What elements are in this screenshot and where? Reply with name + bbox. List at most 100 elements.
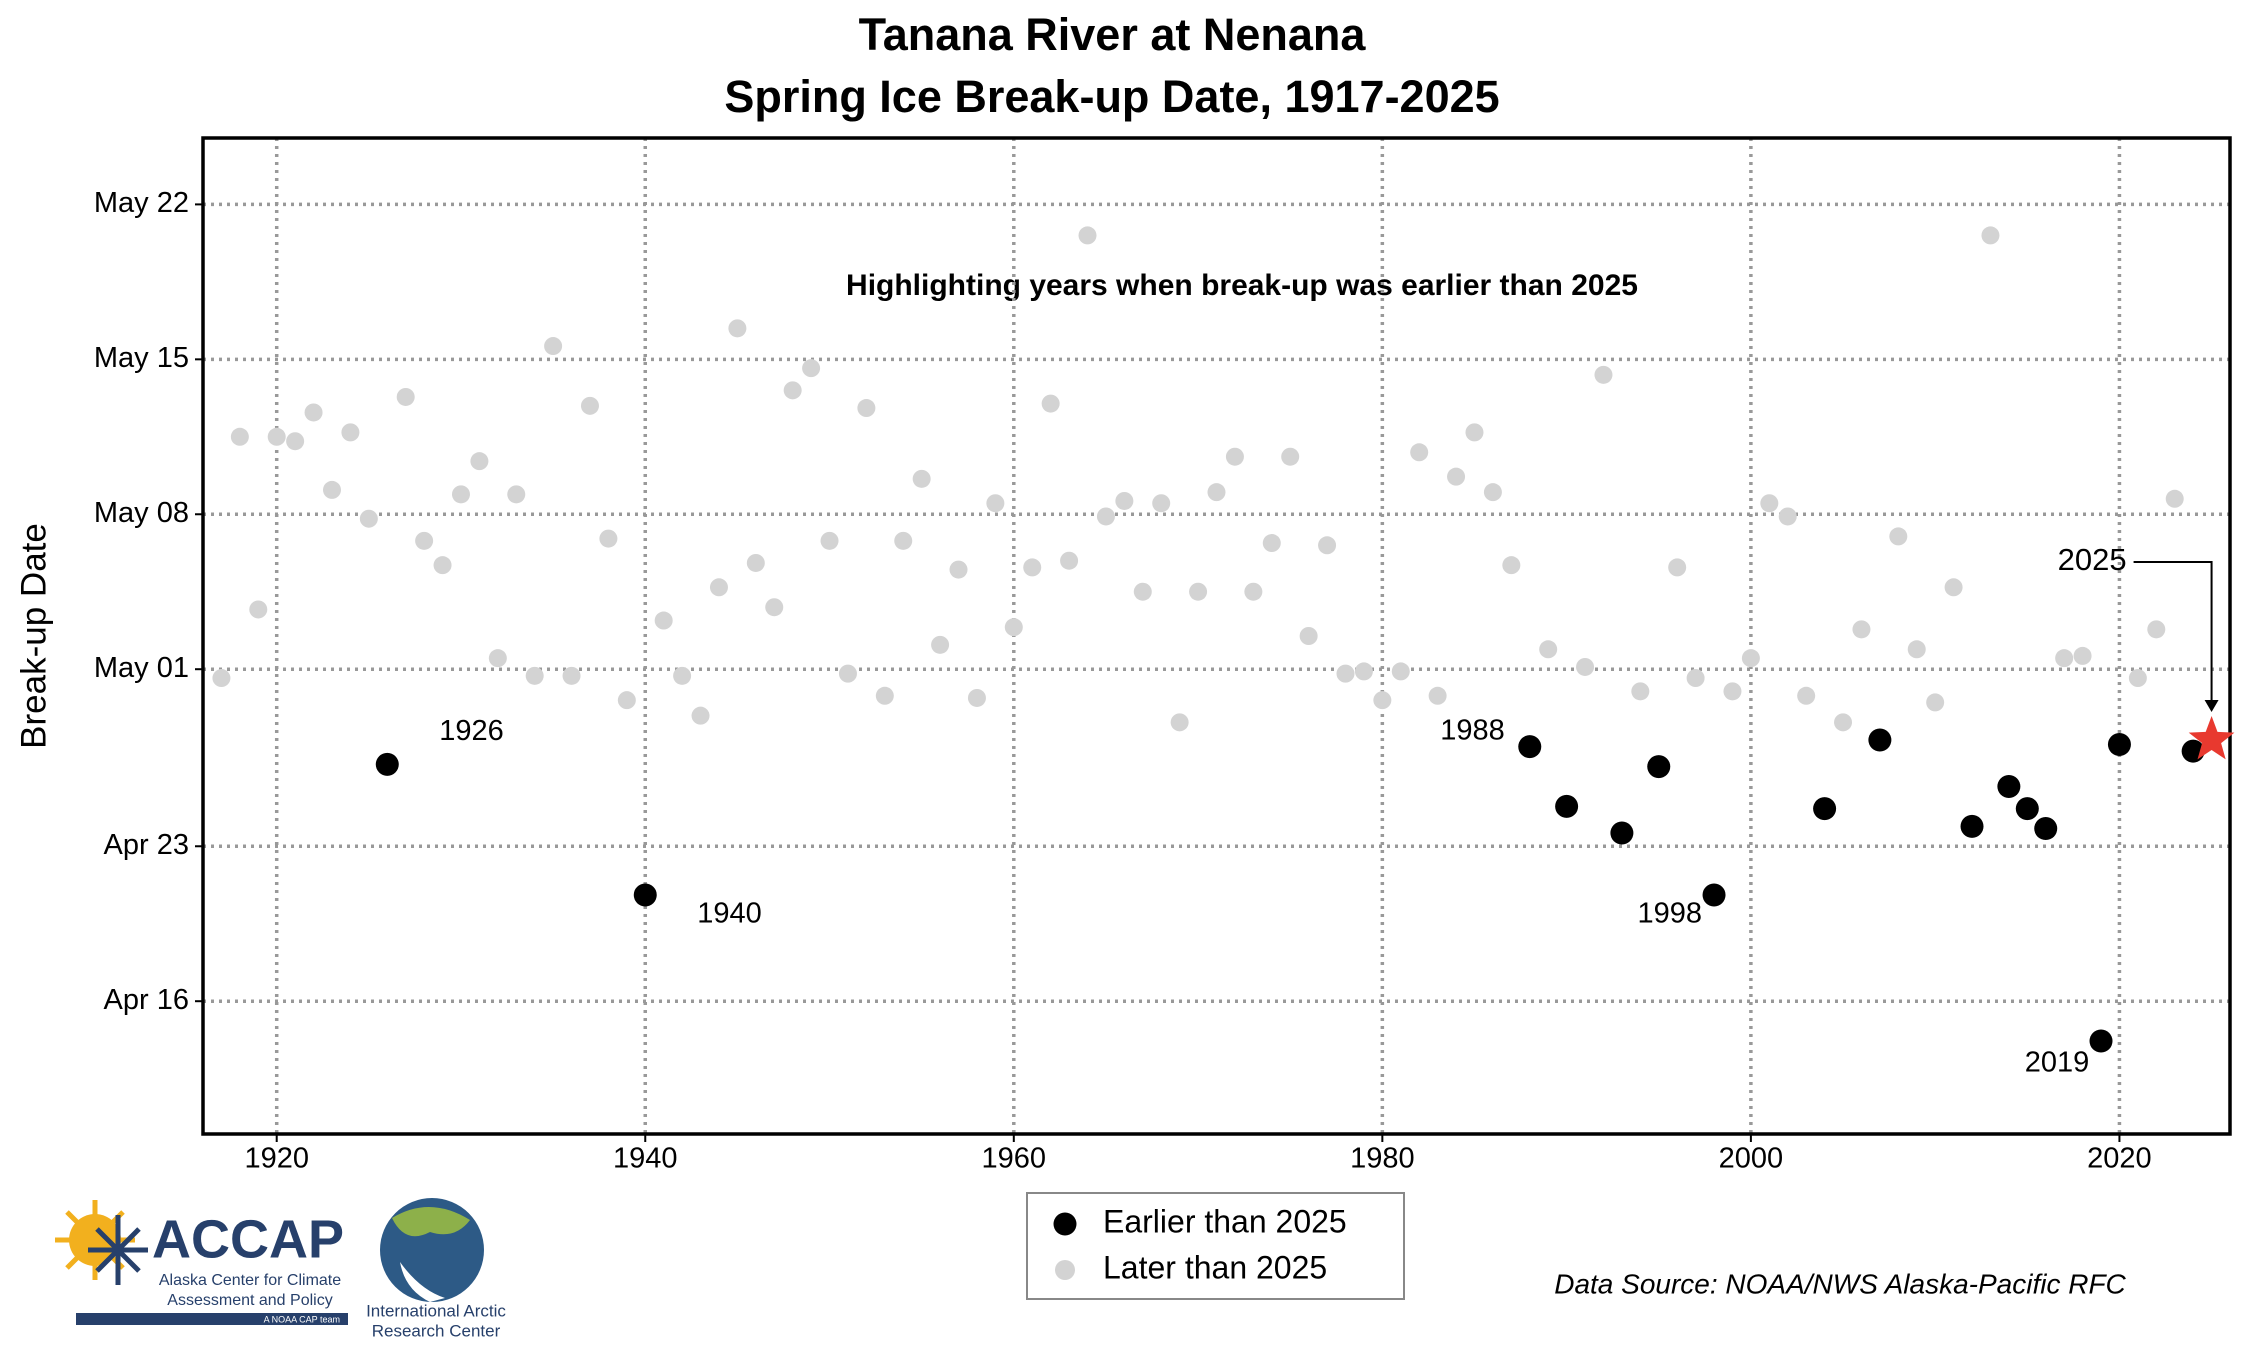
- point: [1133, 582, 1152, 601]
- point: [875, 686, 894, 705]
- point-label: 1998: [1638, 898, 1703, 930]
- point: [1096, 507, 1115, 526]
- point: [470, 452, 489, 471]
- point: [1907, 640, 1926, 659]
- point: [1702, 883, 1726, 907]
- point: [1778, 507, 1797, 526]
- point: [1834, 713, 1853, 732]
- point: [838, 664, 857, 683]
- point: [1852, 620, 1871, 639]
- point: [1944, 578, 1963, 597]
- point: [2089, 1029, 2113, 1053]
- point: [1115, 491, 1134, 510]
- iarc-logo: International Arctic Research Center: [366, 1198, 506, 1340]
- point: [1539, 640, 1558, 659]
- point: [783, 381, 802, 400]
- source: Data Source: NOAA/NWS Alaska-Pacific RFC: [1554, 1268, 2126, 1299]
- accap-name: ACCAP: [152, 1209, 344, 1269]
- point: [230, 427, 249, 446]
- point: [912, 469, 931, 488]
- point: [433, 556, 452, 575]
- point: [1060, 551, 1079, 570]
- legend-label: Later than 2025: [1103, 1249, 1327, 1285]
- point: [1465, 423, 1484, 442]
- point: [1262, 534, 1281, 553]
- point: [1447, 467, 1466, 486]
- iarc-line: International Arctic: [366, 1301, 506, 1320]
- point-label: 2019: [2025, 1047, 2090, 1079]
- point: [1981, 226, 2000, 245]
- point: [2034, 817, 2058, 841]
- point: [709, 578, 728, 597]
- point: [1299, 627, 1318, 645]
- legend-box: [1026, 1192, 1405, 1300]
- x-tick-label: 1920: [244, 1143, 309, 1175]
- point: [2055, 649, 2074, 668]
- point-label: 1926: [439, 715, 504, 747]
- point: [617, 691, 636, 710]
- point: [396, 387, 415, 406]
- point: [931, 635, 950, 654]
- point: [507, 485, 526, 504]
- point: [1594, 365, 1613, 384]
- point-label: 1988: [1440, 714, 1505, 746]
- point: [580, 396, 599, 415]
- point: [746, 553, 765, 572]
- point: [633, 883, 657, 907]
- point: [1410, 443, 1429, 462]
- point: [1631, 682, 1650, 701]
- point: [1889, 527, 1908, 546]
- highlight-star: [2188, 716, 2235, 760]
- point: [1926, 693, 1945, 712]
- point: [765, 598, 784, 617]
- chart-title: Spring Ice Break-up Date, 1917-2025: [724, 71, 1499, 122]
- point: [1483, 483, 1502, 502]
- x-tick-label: 2020: [2087, 1143, 2152, 1175]
- point: [488, 649, 507, 668]
- y-axis-label: Break-up Date: [14, 523, 53, 749]
- point: [451, 485, 470, 504]
- point: [1686, 669, 1705, 688]
- point: [2015, 797, 2039, 821]
- point: [986, 494, 1005, 513]
- point: [1041, 394, 1060, 413]
- x-tick-label: 1980: [1350, 1143, 1415, 1175]
- point: [857, 399, 876, 418]
- point: [1391, 662, 1410, 681]
- plot-frame: [201, 136, 2232, 1136]
- accap-line: Assessment and Policy: [167, 1292, 332, 1309]
- point: [1373, 691, 1392, 710]
- point: [1610, 821, 1634, 845]
- point: [1189, 582, 1208, 601]
- point: [802, 359, 821, 378]
- y-tick-label: May 08: [94, 497, 189, 529]
- iarc-line: Research Center: [372, 1321, 501, 1340]
- point: [1078, 226, 1097, 245]
- chart-title: Tanana River at Nenana: [859, 9, 1367, 60]
- point: [1741, 649, 1760, 668]
- y-tick-label: May 22: [94, 187, 189, 219]
- point: [1960, 814, 1984, 838]
- point: [820, 531, 839, 550]
- point: [1023, 558, 1042, 577]
- x-tick-label: 1940: [613, 1143, 678, 1175]
- point: [267, 427, 286, 446]
- point: [728, 319, 747, 338]
- point: [341, 423, 360, 442]
- point: [1170, 713, 1189, 732]
- point: [1647, 755, 1671, 779]
- point: [322, 480, 341, 499]
- point: [375, 752, 399, 776]
- point: [544, 337, 563, 356]
- x-tick-label: 1960: [982, 1143, 1047, 1175]
- point: [1502, 556, 1521, 575]
- point: [1760, 494, 1779, 513]
- point: [1281, 447, 1300, 466]
- point: [1354, 662, 1373, 681]
- point: [1813, 797, 1837, 821]
- point: [1555, 794, 1579, 818]
- arrow-head: [2204, 700, 2219, 713]
- point: [673, 666, 692, 685]
